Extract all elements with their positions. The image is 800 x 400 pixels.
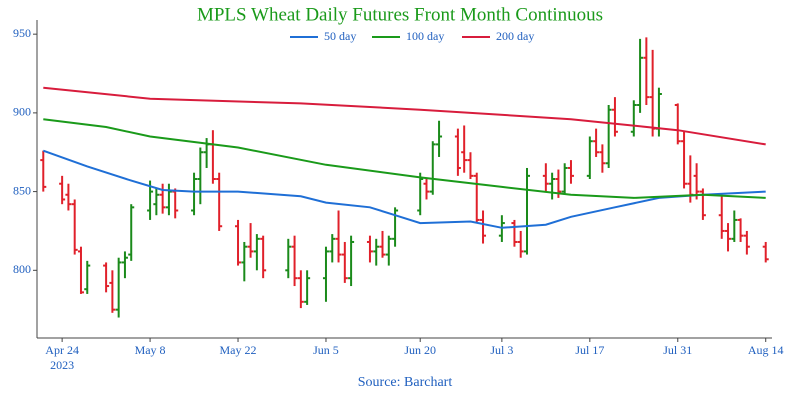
- y-tick-label: 900: [13, 105, 31, 119]
- x-tick-label: Jun 5: [313, 343, 339, 357]
- y-tick-label: 850: [13, 183, 31, 197]
- x-tick-label: Jul 17: [575, 343, 604, 357]
- x-tick-label: Jul 31: [663, 343, 692, 357]
- y-tick-label: 950: [13, 26, 31, 40]
- chart-title: MPLS Wheat Daily Futures Front Month Con…: [197, 4, 603, 25]
- y-tick-label: 800: [13, 262, 31, 276]
- x-tick-label: Apr 24 2023: [45, 343, 79, 372]
- source: Source: Barchart: [358, 375, 453, 390]
- x-tick-label: Aug 14: [748, 343, 784, 357]
- moving-average-line: [43, 86, 766, 146]
- x-tick-label: Jul 3: [490, 343, 513, 357]
- legend-label: 50 day: [324, 29, 356, 43]
- legend-label: 100 day: [406, 29, 444, 43]
- x-tick-label: May 8: [135, 343, 166, 357]
- legend-label: 200 day: [496, 29, 534, 43]
- moving-average-line: [42, 149, 766, 229]
- x-tick-label: May 22: [220, 343, 257, 357]
- x-tick-label: Jun 20: [404, 343, 436, 357]
- moving-average-line: [43, 118, 766, 199]
